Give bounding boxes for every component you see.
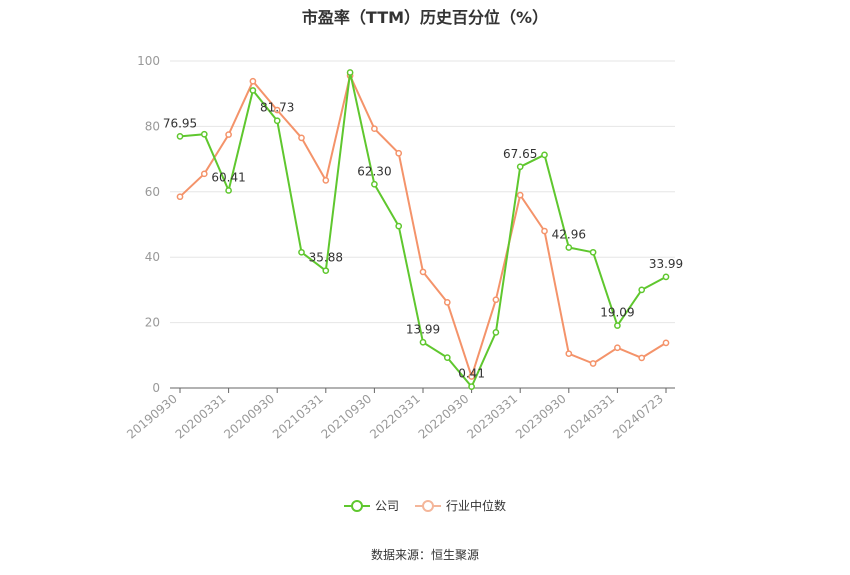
data-point-industry-median (565, 350, 573, 358)
y-tick-label: 80 (145, 119, 160, 133)
data-label: 42.96 (552, 228, 586, 242)
data-point-industry-median (492, 296, 500, 304)
x-tick-label: 20210331 (270, 392, 326, 442)
data-point-industry-median (298, 134, 305, 142)
data-point-industry-median (443, 298, 451, 306)
data-label: 62.30 (357, 164, 391, 178)
data-label: 67.65 (503, 147, 537, 161)
chart-title: 市盈率（TTM）历史百分位（%） (301, 8, 549, 27)
x-tick-label: 20240331 (562, 392, 618, 442)
x-tick-label: 20210930 (319, 392, 375, 442)
data-point-company (565, 244, 573, 251)
data-point-company (662, 273, 670, 281)
x-tick-label: 20200930 (221, 392, 277, 442)
data-point-industry-median (322, 177, 330, 184)
data-point-industry-median (419, 268, 427, 276)
x-tick-label: 20230331 (464, 392, 520, 442)
legend-label-industry-median: 行业中位数 (446, 499, 507, 513)
data-point-industry-median (225, 131, 232, 138)
data-point-company (200, 130, 208, 138)
y-tick-label: 0 (152, 381, 160, 395)
data-point-company (322, 267, 330, 275)
legend: 公司 行业中位数 (0, 497, 850, 514)
data-point-company (273, 117, 281, 125)
y-tick-label: 40 (145, 250, 160, 264)
data-point-industry-median (249, 77, 257, 85)
data-label: 76.95 (163, 116, 197, 130)
data-point-industry-median (516, 191, 524, 199)
data-point-industry-median (395, 149, 403, 157)
data-point-industry-median (371, 125, 378, 133)
data-point-industry-median (589, 360, 597, 367)
data-point-company (176, 133, 184, 140)
x-tick-label: 20200331 (173, 392, 229, 442)
data-label: 0.41 (458, 367, 485, 381)
data-label: 19.09 (600, 306, 634, 320)
data-point-industry-median (200, 170, 208, 178)
x-tick-label: 20220331 (367, 392, 423, 442)
data-point-company (371, 180, 378, 188)
data-label: 13.99 (406, 322, 440, 336)
x-tick-label: 20230930 (513, 392, 569, 442)
y-tick-label: 20 (145, 316, 160, 330)
data-point-company (638, 286, 646, 294)
data-point-company (468, 383, 475, 391)
data-point-industry-median (614, 344, 621, 352)
data-point-company (225, 187, 232, 194)
legend-swatch-industry-median (415, 499, 441, 513)
y-tick-label: 100 (137, 54, 160, 68)
data-point-company (614, 322, 621, 329)
source-note: 数据来源：恒生聚源 (370, 548, 479, 562)
data-point-industry-median (176, 193, 184, 201)
data-point-company (346, 69, 354, 76)
data-point-company (492, 329, 500, 336)
legend-label-company: 公司 (374, 499, 399, 513)
legend-swatch-company (343, 499, 370, 513)
data-point-industry-median (662, 339, 670, 347)
data-label: 33.99 (649, 257, 683, 271)
data-label: 35.88 (309, 251, 343, 265)
data-point-company (541, 151, 548, 159)
data-point-company (516, 163, 524, 171)
data-point-industry-median (541, 227, 548, 235)
data-point-industry-median (638, 354, 646, 362)
data-label: 60.41 (211, 170, 245, 184)
data-label: 81.73 (260, 101, 294, 115)
y-tick-label: 60 (145, 185, 160, 199)
x-tick-label: 20240723 (610, 392, 666, 442)
data-point-company (589, 248, 597, 256)
data-point-company (443, 354, 451, 361)
x-tick-label: 20220930 (416, 392, 472, 442)
data-point-company (395, 222, 403, 230)
x-tick-label: 20190930 (124, 392, 180, 442)
data-point-industry-median (273, 106, 281, 114)
legend-item-industry-median[interactable]: 行业中位数 (415, 497, 506, 514)
legend-item-company[interactable]: 公司 (343, 497, 399, 514)
data-point-company (419, 338, 427, 346)
data-point-company (298, 248, 305, 256)
data-point-industry-median (468, 373, 475, 380)
data-point-company (249, 87, 257, 94)
